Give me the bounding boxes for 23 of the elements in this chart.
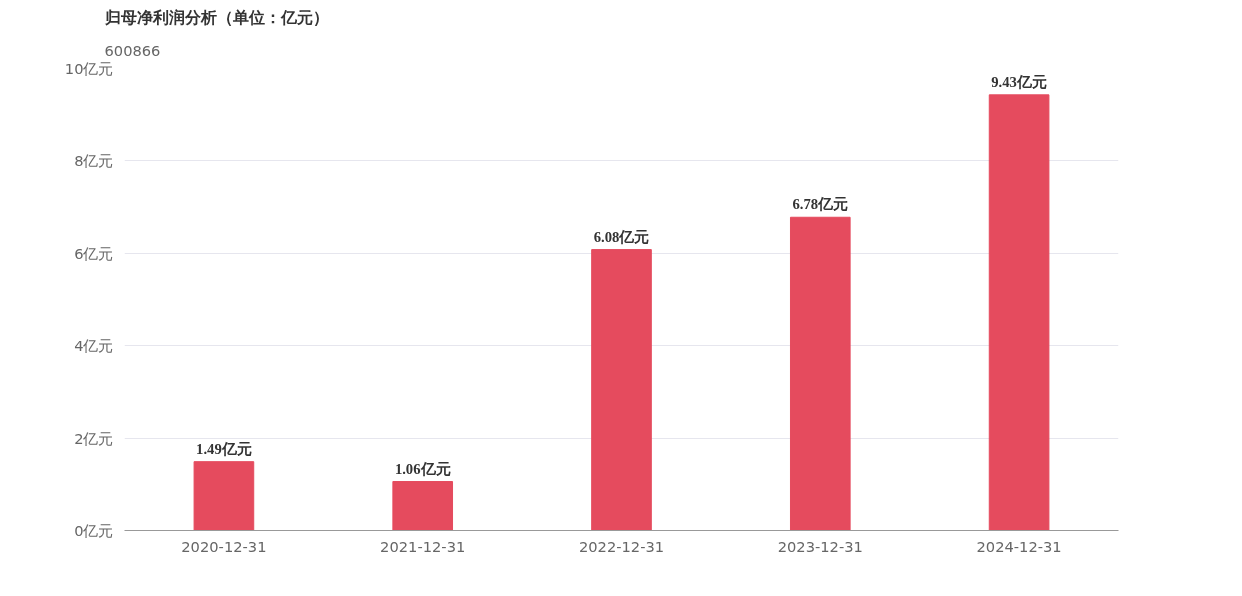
data-label: 6.78亿元	[792, 196, 849, 213]
data-label: 9.43亿元	[991, 73, 1047, 90]
bar	[988, 94, 1050, 531]
y-tick-label: 6亿元	[74, 244, 114, 262]
y-tick-label: 2亿元	[74, 429, 114, 447]
x-tick-label: 2021-12-31	[380, 537, 466, 555]
bar	[789, 216, 851, 531]
y-tick-label: 4亿元	[74, 337, 114, 355]
data-label: 6.08亿元	[593, 228, 650, 245]
x-tick-label: 2024-12-31	[976, 537, 1062, 555]
data-label: 1.49亿元	[196, 440, 252, 457]
y-tick-label: 0亿元	[74, 522, 114, 539]
chart-subtitle: 600866	[104, 42, 161, 59]
bar	[591, 249, 652, 531]
bar	[193, 461, 255, 531]
data-label: 1.06亿元	[394, 460, 451, 477]
x-tick-label: 2022-12-31	[578, 537, 665, 555]
y-tick-label: 10亿元	[64, 60, 114, 77]
bar	[392, 481, 454, 531]
x-tick-label: 2020-12-31	[181, 537, 267, 555]
chart-title: 归母净利润分析（单位：亿元）	[103, 7, 329, 27]
y-tick-label: 8亿元	[74, 152, 114, 170]
x-tick-label: 2023-12-31	[777, 537, 863, 555]
